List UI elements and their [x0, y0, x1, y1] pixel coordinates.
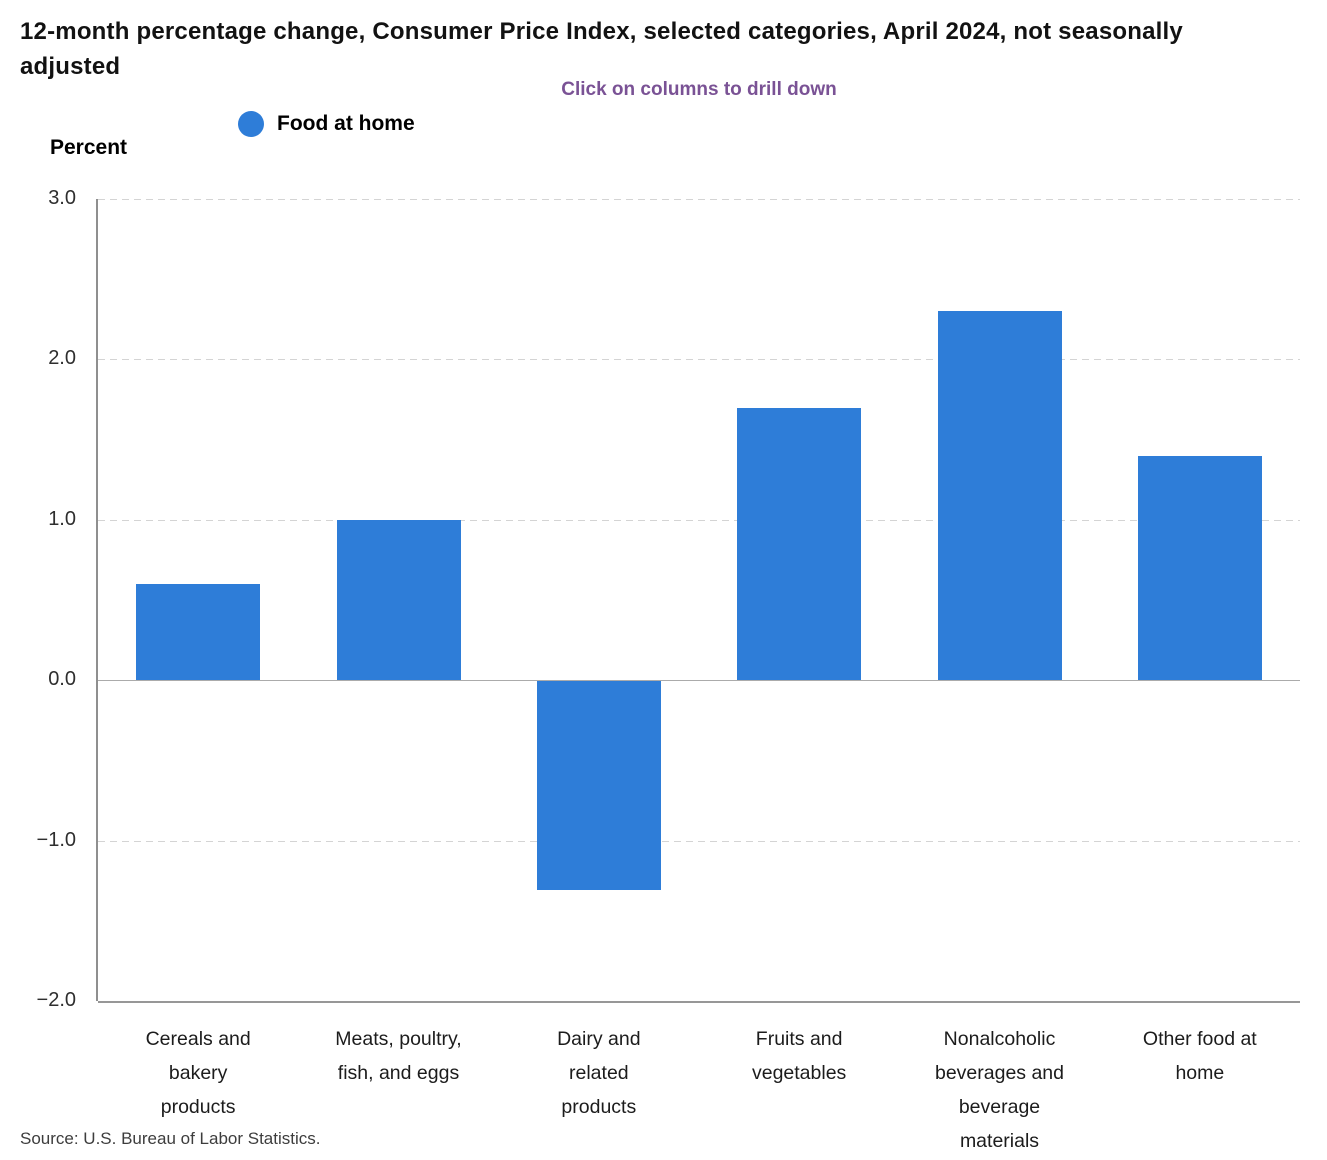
- x-axis-line: [98, 1001, 1300, 1003]
- gridline: [98, 840, 1300, 842]
- y-axis-tick-label: −1.0: [36, 828, 76, 851]
- gridline: [98, 519, 1300, 521]
- category-label-fruits-and-vegetables: Fruits and vegetables: [751, 1028, 847, 1084]
- x-axis-category-labels: Cereals and bakery products Meats, poultry,…: [98, 1022, 1300, 1160]
- source-note: Source: U.S. Bureau of Labor Statistics.: [20, 1129, 321, 1148]
- bar-cereals-and-bakery-products[interactable]: [136, 583, 261, 681]
- category-label-meats-poultry-fish-and-eggs: Meats, poultry, fish, and eggs: [335, 1028, 462, 1084]
- legend-item-food-at-home[interactable]: Food at home: [238, 111, 415, 137]
- plot-area: 3.0 2.0 1.0 0.0 −1.0 −2.0: [37, 187, 1300, 1011]
- bar-nonalcoholic-beverages-and-beverage-materials[interactable]: [937, 311, 1062, 681]
- y-axis-line: [96, 199, 98, 1001]
- category-label-nonalcoholic-beverages-and-beverage-materials: Nonalcoholic beverages and beverage materia…: [934, 1028, 1065, 1152]
- category-label-other-food-at-home: Other food at home: [1142, 1028, 1257, 1084]
- y-axis-title: Percent: [50, 136, 128, 159]
- y-axis-tick-label: 2.0: [48, 347, 76, 370]
- category-label-cereals-and-bakery-products: Cereals and bakery products: [145, 1028, 251, 1118]
- bar-dairy-and-related-products[interactable]: [536, 681, 661, 890]
- y-axis-tick-label: 3.0: [48, 187, 76, 209]
- y-axis-tick-label: 1.0: [48, 507, 76, 530]
- legend-label: Food at home: [277, 112, 415, 135]
- chart-subtitle: Click on columns to drill down: [561, 79, 837, 100]
- gridline: [98, 199, 1300, 200]
- series-marker-icon: [238, 111, 264, 137]
- chart-title: 12-month percentage change, Consumer Pri…: [20, 18, 1183, 80]
- zero-line: [98, 680, 1300, 682]
- y-axis-tick-label: 0.0: [48, 668, 76, 691]
- category-label-dairy-and-related-products: Dairy and related products: [557, 1028, 641, 1118]
- y-axis-tick-label: −2.0: [36, 989, 76, 1011]
- gridline: [98, 359, 1300, 361]
- bar-other-food-at-home[interactable]: [1137, 455, 1262, 681]
- bar-meats-poultry-fish-and-eggs[interactable]: [336, 519, 461, 681]
- bar-fruits-and-vegetables[interactable]: [737, 407, 862, 681]
